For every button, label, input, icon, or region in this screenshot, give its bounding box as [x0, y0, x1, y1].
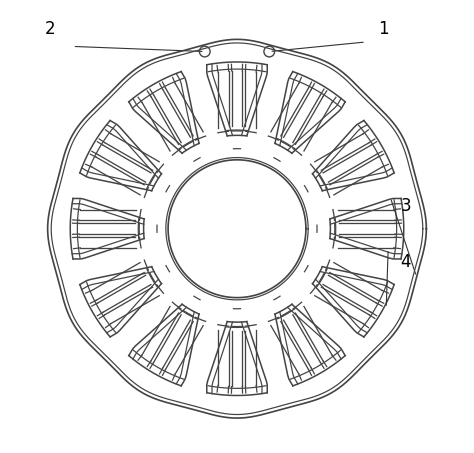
Text: 2: 2: [45, 19, 55, 38]
Text: 1: 1: [378, 19, 389, 38]
Text: 3: 3: [401, 198, 411, 216]
Text: 4: 4: [401, 253, 411, 271]
